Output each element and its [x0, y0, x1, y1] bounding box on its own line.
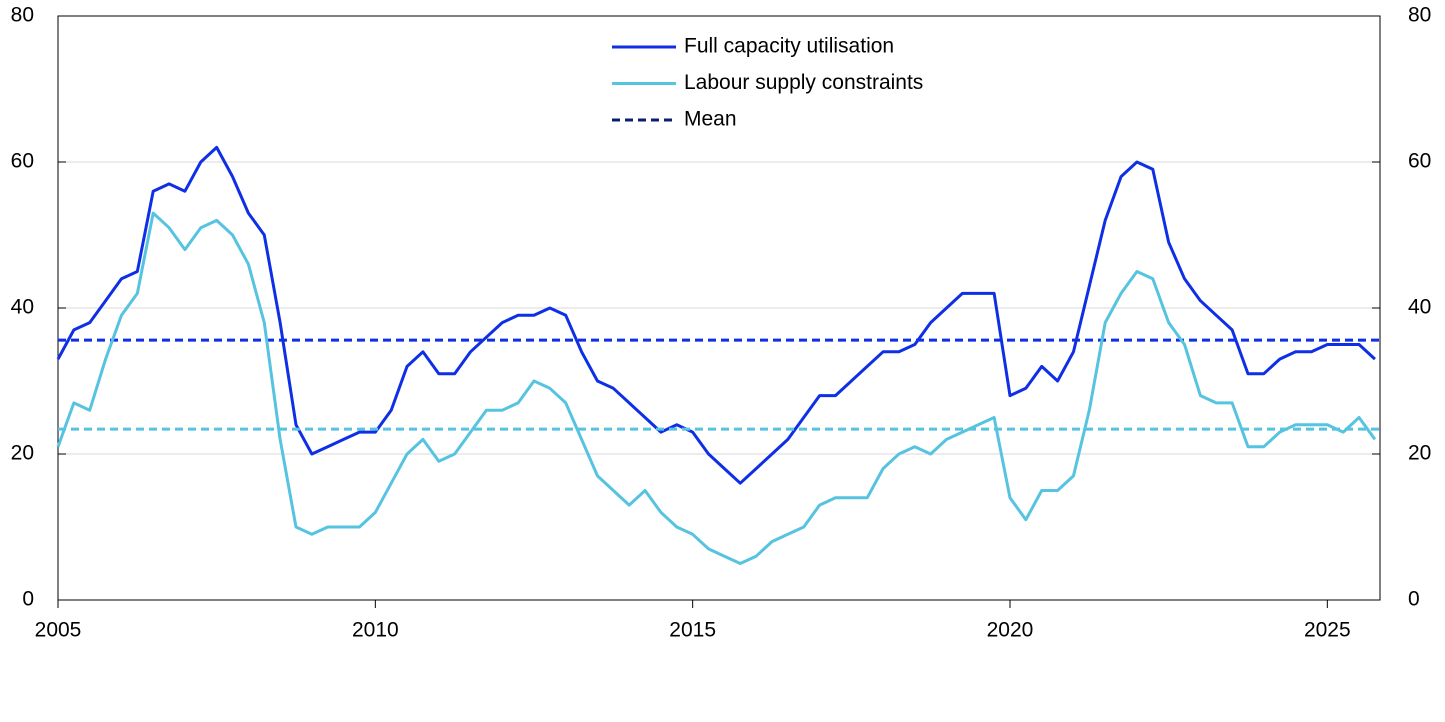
x-tick-label: 2020 [987, 619, 1034, 642]
y2-tick-label: 60 [1408, 150, 1431, 173]
series-line [56, 145, 1376, 485]
series-line [56, 211, 1377, 565]
y2-tick-label: 80 [1408, 4, 1431, 27]
x-tick-label: 2010 [352, 619, 399, 642]
y-tick-label: 80 [11, 4, 34, 27]
legend-label: Full capacity utilisation [684, 35, 894, 58]
legend-label: Mean [684, 108, 737, 131]
x-tick-label: 2015 [669, 619, 716, 642]
y2-tick-label: 20 [1408, 442, 1431, 465]
y-tick-label: 60 [11, 150, 34, 173]
legend-label: Labour supply constraints [684, 71, 923, 94]
y-tick-label: 40 [11, 296, 34, 319]
x-tick-label: 2005 [35, 619, 82, 642]
y-tick-label: 20 [11, 442, 34, 465]
y2-tick-label: 0 [1408, 588, 1420, 611]
y-tick-label: 0 [22, 588, 34, 611]
plot-frame [57, 15, 1381, 601]
x-tick-label: 2025 [1304, 619, 1351, 642]
y2-tick-label: 40 [1408, 296, 1431, 319]
